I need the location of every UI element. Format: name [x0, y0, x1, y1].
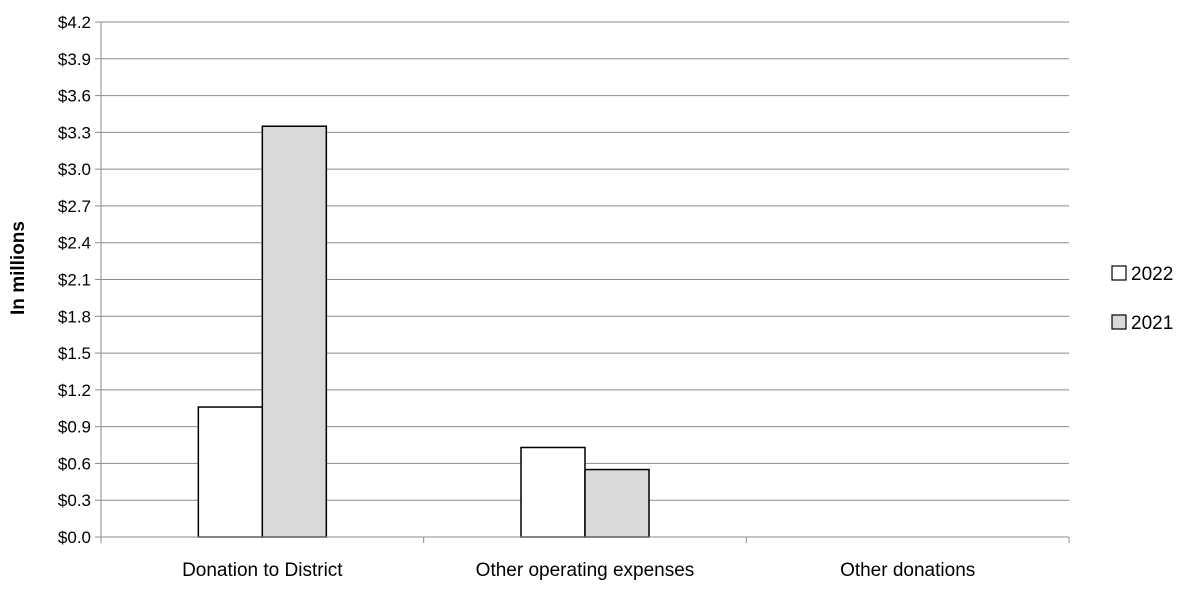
y-tick-label: $3.6 [58, 87, 91, 106]
y-tick-label: $2.1 [58, 271, 91, 290]
bar-2021 [261, 125, 328, 538]
x-category-label: Other operating expenses [476, 560, 695, 581]
legend-swatch-2022 [1111, 265, 1127, 281]
y-tick-label: $0.6 [58, 454, 91, 473]
y-tick-label: $4.2 [58, 13, 91, 32]
y-tick-label: $3.0 [58, 160, 91, 179]
bar-2022 [520, 446, 586, 538]
y-tick-label: $2.7 [58, 197, 91, 216]
y-tick-label: $0.0 [58, 528, 91, 547]
y-tick-label: $1.8 [58, 307, 91, 326]
y-tick-label: $3.3 [58, 123, 91, 142]
y-tick-label: $0.9 [58, 418, 91, 437]
axes [95, 22, 1070, 543]
legend-swatch-2021 [1111, 314, 1127, 330]
bars [197, 125, 650, 538]
legend-label-2021: 2021 [1131, 313, 1173, 334]
legend: 2022 2021 [1111, 264, 1173, 334]
legend-label-2022: 2022 [1131, 264, 1173, 285]
bar-2022 [197, 406, 264, 538]
bar-2021 [584, 468, 650, 538]
x-axis-categories: Donation to District Other operating expe… [182, 560, 975, 581]
y-axis-ticks: $0.0 $0.3 $0.6 $0.9 $1.2 $1.5 $1.8 $2.1 $2.4 $2.7… [58, 13, 101, 547]
x-category-label: Donation to District [182, 560, 343, 581]
y-tick-label: $2.4 [58, 234, 91, 253]
y-tick-label: $3.9 [58, 50, 91, 69]
y-tick-label: $1.2 [58, 381, 91, 400]
y-tick-label: $0.3 [58, 491, 91, 510]
y-tick-label: $1.5 [58, 344, 91, 363]
x-category-label: Other donations [840, 560, 975, 581]
y-axis-label: In millions [8, 221, 29, 315]
